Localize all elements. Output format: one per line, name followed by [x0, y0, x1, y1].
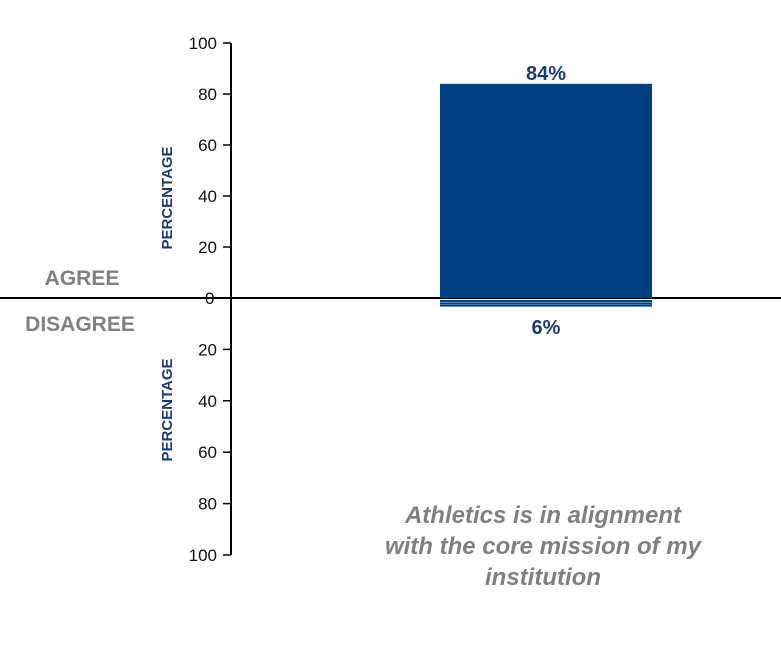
y-tick-label-top: 40 [198, 187, 217, 206]
agree-data-label: 84% [526, 63, 566, 85]
disagree-data-label: 6% [532, 317, 561, 339]
y-tick-label-top: 0 [205, 289, 214, 308]
y-tick-label-bottom: 20 [198, 340, 217, 359]
y-tick-label-top: 60 [198, 136, 217, 155]
disagree-bar [440, 300, 652, 307]
y-tick-label-bottom: 100 [189, 546, 217, 565]
agree-label: AGREE [45, 267, 120, 290]
y-tick-label-top: 80 [198, 85, 217, 104]
y-tick-label-top: 20 [198, 238, 217, 257]
y-tick-label-top: 100 [189, 34, 217, 53]
y-axis-title-bottom: PERCENTAGE [159, 358, 176, 461]
agree-bar [440, 83, 652, 298]
chart-caption: Athletics is in alignment with the core … [384, 502, 702, 591]
y-axis-title-top: PERCENTAGE [159, 146, 176, 249]
y-tick-label-bottom: 80 [198, 495, 217, 514]
bar-marks [440, 83, 652, 307]
y-tick-label-bottom: 60 [198, 443, 217, 462]
axes: 100 80 60 40 20 0 20 40 60 80 100 [0, 34, 781, 565]
disagree-label: DISAGREE [25, 313, 135, 336]
y-tick-label-bottom: 40 [198, 392, 217, 411]
